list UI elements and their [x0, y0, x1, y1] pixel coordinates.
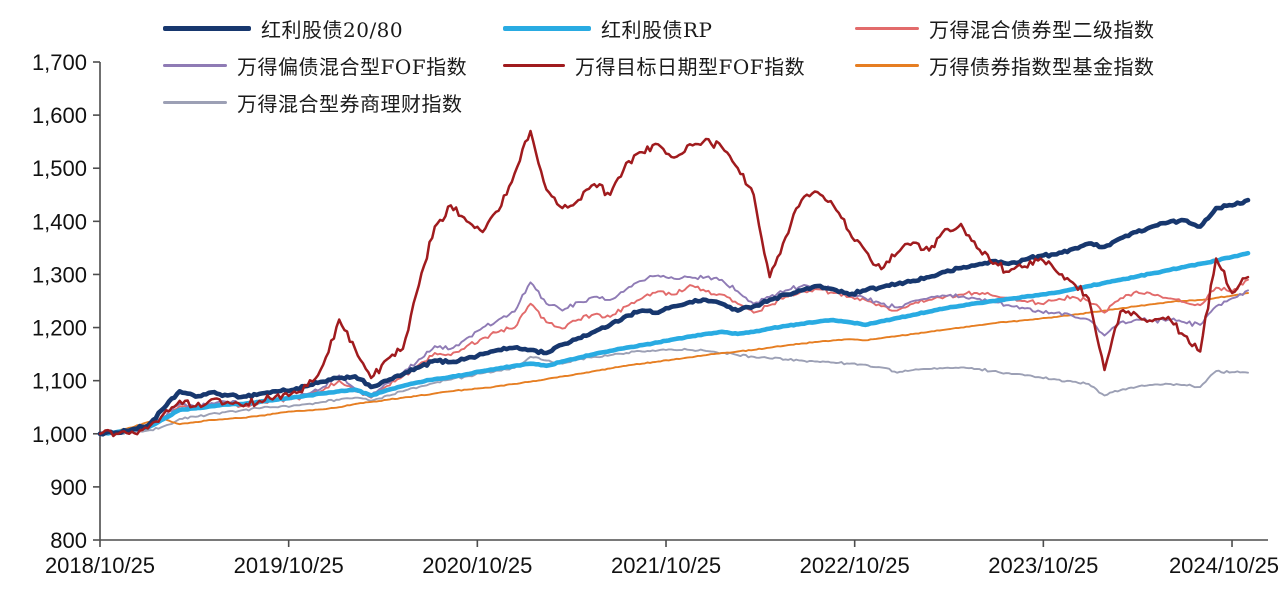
legend-item-wind-bond-biased-hybrid-fof-index: 万得偏债混合型FOF指数	[163, 51, 503, 80]
x-axis-label: 2019/10/25	[234, 553, 344, 578]
legend-label: 万得混合型券商理财指数	[237, 92, 463, 116]
line-wind-target-date-fof-index	[98, 129, 1250, 438]
y-axis-label: 1,700	[32, 50, 87, 75]
y-axis-label: 1,200	[32, 316, 87, 341]
line-wind-bond-biased-hybrid-fof-index	[99, 274, 1249, 435]
line-wind-hybrid-broker-wealth-index	[99, 347, 1249, 436]
legend-label: 红利股债RP	[601, 18, 713, 42]
line-dividend-stock-bond-20-80	[97, 197, 1251, 437]
legend-item-wind-mixed-bond-secondary-index: 万得混合债券型二级指数	[855, 14, 1155, 43]
legend-line-swatch	[503, 26, 591, 31]
y-axis-label: 1,100	[32, 369, 87, 394]
legend-item-wind-target-date-fof-index: 万得目标日期型FOF指数	[503, 51, 855, 80]
legend-line-swatch	[855, 27, 919, 30]
y-axis-label: 1,600	[32, 103, 87, 128]
legend-label: 万得混合债券型二级指数	[929, 18, 1155, 42]
x-axis-label: 2022/10/25	[800, 553, 910, 578]
x-axis-label: 2021/10/25	[611, 553, 721, 578]
y-axis-label: 900	[50, 475, 87, 500]
y-axis-label: 1,000	[32, 422, 87, 447]
axes	[99, 62, 1268, 541]
x-axis-label: 2023/10/25	[988, 553, 1098, 578]
legend-item-wind-hybrid-broker-wealth-index: 万得混合型券商理财指数	[163, 88, 503, 117]
line-dividend-stock-bond-rp	[97, 250, 1251, 437]
legend-label: 万得偏债混合型FOF指数	[237, 55, 468, 79]
chart-legend: 红利股债20/80 红利股债RP 万得混合债券型二级指数 万得偏债混合型FOF指…	[163, 10, 1155, 121]
y-axis-label: 800	[50, 528, 87, 553]
y-axis-label: 1,300	[32, 262, 87, 287]
x-axis-label: 2024/10/25	[1169, 553, 1279, 578]
legend-item-dividend-stock-bond-rp: 红利股债RP	[503, 14, 855, 43]
legend-line-swatch	[855, 64, 919, 67]
legend-label: 万得债券指数型基金指数	[929, 55, 1155, 79]
legend-line-swatch	[163, 64, 227, 67]
legend-item-wind-bond-index-fund-index: 万得债券指数型基金指数	[855, 51, 1155, 80]
y-axis-label: 1,400	[32, 209, 87, 234]
x-axis-label: 2018/10/25	[45, 553, 155, 578]
legend-line-swatch	[503, 64, 565, 67]
y-axis-label: 1,500	[32, 156, 87, 181]
legend-line-swatch	[163, 26, 251, 31]
line-wind-bond-index-fund-index	[99, 292, 1249, 435]
x-axis-label: 2020/10/25	[422, 553, 532, 578]
line-wind-mixed-bond-secondary-index	[99, 278, 1249, 436]
legend-label: 万得目标日期型FOF指数	[575, 55, 806, 79]
legend-line-swatch	[163, 101, 227, 104]
legend-item-dividend-stock-bond-20-80: 红利股债20/80	[163, 14, 503, 43]
legend-label: 红利股债20/80	[261, 18, 404, 42]
